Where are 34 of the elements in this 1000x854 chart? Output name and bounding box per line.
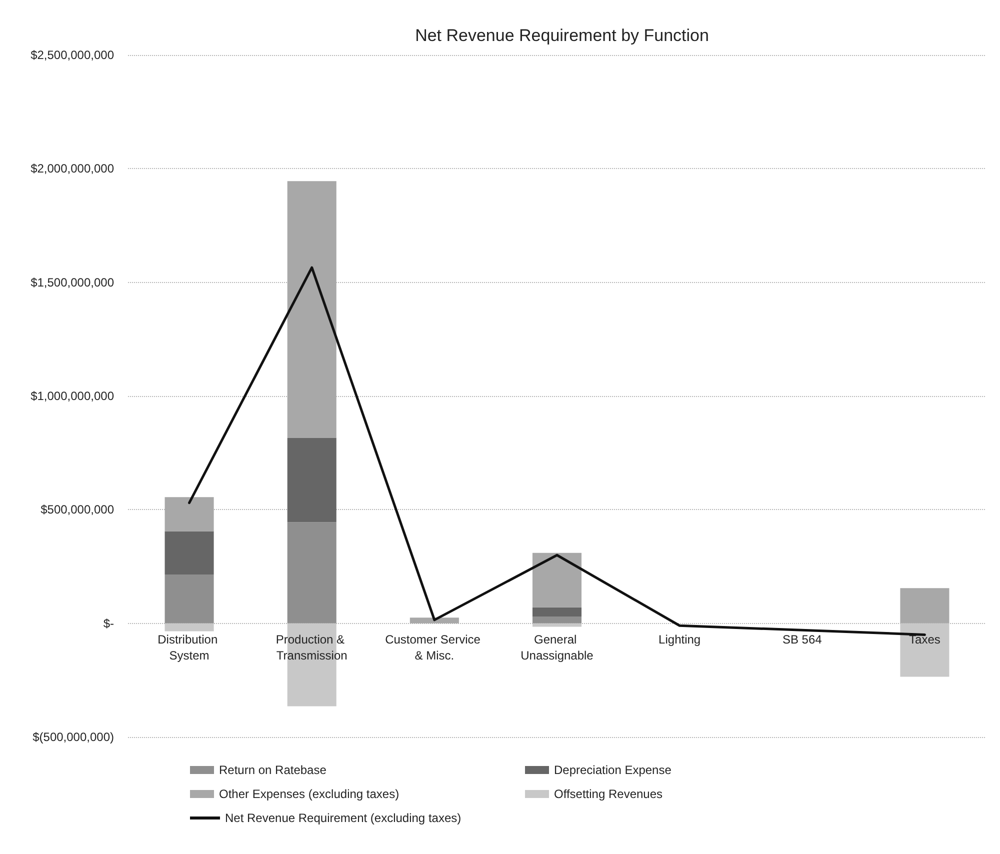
x-tick-label: General Unassignable	[520, 632, 594, 662]
legend-label: Net Revenue Requirement (excluding taxes)	[225, 811, 462, 825]
bar	[287, 181, 336, 438]
bar	[900, 623, 950, 677]
line-series	[188, 266, 926, 636]
legend-label: Offsetting Revenues	[554, 787, 663, 801]
bar	[532, 552, 582, 608]
bar	[287, 438, 336, 522]
x-tick-label: SB 564	[782, 632, 822, 646]
bar	[164, 623, 214, 632]
bar	[164, 497, 214, 532]
y-tick-label: $1,000,000,000	[30, 389, 114, 403]
bar	[287, 522, 336, 624]
x-tick-label: Production & Transmission	[276, 632, 348, 662]
x-tick-label: Distribution System	[158, 632, 221, 662]
y-tick-label: $2,500,000,000	[30, 48, 114, 62]
x-tick-label: Customer Service & Misc.	[385, 632, 484, 662]
legend-label: Other Expenses (excluding taxes)	[219, 787, 400, 801]
bar	[532, 607, 582, 617]
bar	[900, 588, 950, 624]
y-tick-label: $(500,000,000)	[32, 730, 114, 744]
bar	[532, 616, 582, 624]
chart-title: Net Revenue Requirement by Function	[415, 26, 709, 45]
y-tick-label: $500,000,000	[40, 502, 114, 517]
x-tick-label: Taxes	[909, 632, 940, 646]
legend-label: Depreciation Expense	[554, 763, 672, 777]
x-tick-label: Lighting	[658, 632, 701, 646]
bar	[410, 618, 459, 624]
bar	[164, 531, 214, 574]
y-tick-label: $-	[103, 616, 114, 630]
bar	[164, 574, 214, 624]
y-tick-label: $1,500,000,000	[30, 275, 114, 290]
y-tick-label: $2,000,000,000	[30, 162, 114, 176]
legend-label: Return on Ratebase	[219, 763, 327, 777]
